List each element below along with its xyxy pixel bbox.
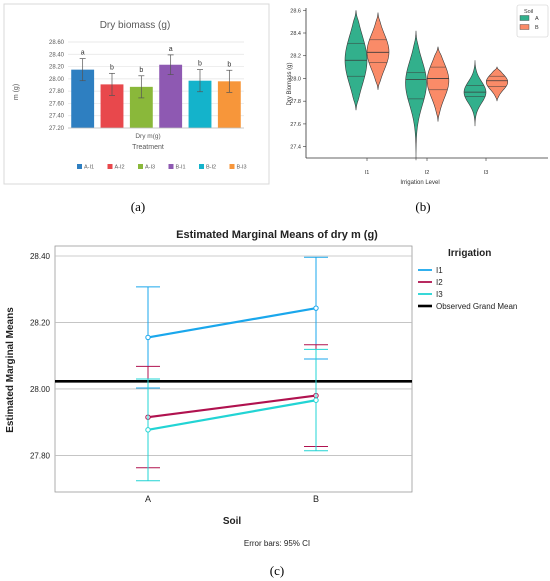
panel-a-significance-letter: b <box>198 61 202 68</box>
panel-c-ytick-label: 28.00 <box>30 385 51 394</box>
panel-b-xtick-label: I1 <box>365 170 370 176</box>
panel-a-ytick-label: 28.20 <box>49 65 65 71</box>
panel-a-legend: A-I1 A-I2 A-I3 B-I1 B-I2 B-I3 <box>77 164 247 171</box>
panel-a-legend-label: A-I1 <box>84 165 94 171</box>
panel-c-yticks: 27.80 28.00 28.20 28.40 <box>30 252 51 460</box>
panel-a-legend-swatch <box>168 164 174 169</box>
panel-b-ylabel: Dry Biomass (g) <box>287 62 293 105</box>
panel-b-ytick-label: 27.4 <box>290 145 301 151</box>
panel-c-legend: Irrigation I1 I2 I3 Observed Grand Mean <box>418 248 517 311</box>
panel-b-violin-B <box>485 66 509 102</box>
panel-a-legend-label: B-I3 <box>237 165 247 171</box>
panel-a-yticks: 27.20 27.40 27.60 27.80 28.00 28.20 28.40 28.60 <box>49 40 65 132</box>
panel-a-ytick-label: 27.60 <box>49 101 65 107</box>
panel-a-ylabel: m (g) <box>13 84 20 100</box>
panel-b-legend-swatch <box>519 15 530 21</box>
panel-c-point-I1 <box>313 305 319 311</box>
panel-b-xtick-label: I2 <box>425 170 430 176</box>
panel-c-plot-frame <box>54 245 413 493</box>
panel-c-legend-title: Irrigation <box>448 248 491 259</box>
panel-b-legend-title: Soil <box>524 9 533 15</box>
panel-c-series-line-I1 <box>147 307 317 339</box>
panel-c-series <box>55 256 412 482</box>
panel-a-significance-letter: a <box>81 50 85 57</box>
panel-c-legend-label: I2 <box>436 278 443 287</box>
panel-a-legend-swatch <box>77 164 82 169</box>
panel-a-bar <box>129 86 153 128</box>
panel-c-caption: (c) <box>270 563 284 578</box>
panel-b-legend: Soil AB <box>516 4 549 38</box>
panel-a-legend-swatch <box>107 164 113 169</box>
panel-c-point-I1 <box>145 334 151 341</box>
panel-b-ytick-label: 27.6 <box>290 122 301 128</box>
panel-a-bar <box>71 69 95 128</box>
panel-c-legend-label: Observed Grand Mean <box>436 302 517 311</box>
panel-a-title: Dry biomass (g) <box>100 20 171 31</box>
panel-b-ytick-label: 28.4 <box>290 31 301 37</box>
panel-b-ytick-label: 28.0 <box>290 76 301 82</box>
panel-a-inner-xlabel: Dry m(g) <box>135 133 160 140</box>
panel-a-legend-label: A-I2 <box>115 165 125 171</box>
panel-a-significance-letter: b <box>110 64 114 71</box>
panel-c-series-line-I2 <box>147 394 317 419</box>
panel-b-axes: 27.4 27.6 27.8 28.0 28.2 28.4 28.6 I1 I2 I3 <box>290 8 548 176</box>
panel-b-ytick-label: 27.8 <box>290 99 301 105</box>
panel-a-bar <box>188 80 212 128</box>
panel-b-violin-B <box>426 46 450 122</box>
panel-a-legend-label: B-I2 <box>206 165 216 171</box>
panel-a-legend-label: A-I3 <box>145 165 155 171</box>
panel-b-ytick-label: 28.6 <box>290 8 301 14</box>
panel-a-significance-letter: b <box>227 61 231 68</box>
panel-b-violin-A <box>405 30 427 161</box>
panel-c-ytick-label: 28.40 <box>30 252 51 261</box>
panel-a-bar-chart: Dry biomass (g) m (g) 27.2027.4027.6027.… <box>3 3 270 185</box>
panel-a-ytick-label: 27.40 <box>49 114 65 120</box>
panel-b-legend-swatch <box>519 24 530 30</box>
panel-a-ytick-label: 28.40 <box>49 52 65 58</box>
panel-a-ytick-label: 27.20 <box>49 126 65 132</box>
panel-a-caption: (a) <box>131 199 145 214</box>
panel-b-ytick-label: 28.2 <box>290 54 301 60</box>
panel-a-ytick-label: 27.80 <box>49 89 65 95</box>
panel-a-bar <box>217 81 241 128</box>
panel-a-significance-letter: a <box>169 46 173 53</box>
panel-b-violin-A <box>463 60 487 127</box>
panel-c-xtick-label: B <box>313 494 319 504</box>
panel-c-ytick-label: 27.80 <box>30 451 51 460</box>
panel-b-legend-label: A <box>535 16 539 22</box>
panel-a-legend-label: B-I1 <box>176 165 186 171</box>
panel-c-ylabel: Estimated Marginal Means <box>5 307 16 433</box>
panel-c-line-chart: Estimated Marginal Means of dry m (g) Es… <box>5 229 517 548</box>
panel-b-legend-label: B <box>535 25 539 31</box>
panel-c-xtick-label: A <box>145 494 151 504</box>
panel-c-xlabel: Soil <box>223 516 242 527</box>
panel-c-legend-label: I3 <box>436 290 443 299</box>
panel-b-xlabel: Irrigation Level <box>400 180 439 186</box>
panel-b-caption: (b) <box>415 199 430 214</box>
panel-b-violins <box>344 10 509 161</box>
panel-a-legend-swatch <box>138 164 143 169</box>
panel-c-point-I3 <box>145 427 151 433</box>
panel-c-series-line-I3 <box>147 399 317 431</box>
panel-a-bars: a b b a b b <box>68 46 244 129</box>
panel-a-bar <box>159 64 183 128</box>
panel-c-legend-label: I1 <box>436 266 443 275</box>
panel-c-grid <box>54 245 413 493</box>
panel-c-footnote: Error bars: 95% CI <box>244 539 310 548</box>
panel-a-bar <box>100 84 124 128</box>
panel-b-violin-B <box>366 12 390 90</box>
panel-c-point-I3 <box>313 397 319 403</box>
panel-a-ytick-label: 28.00 <box>49 77 65 83</box>
panel-c-title: Estimated Marginal Means of dry m (g) <box>176 229 378 241</box>
panel-a-significance-letter: b <box>139 67 143 74</box>
panel-b-violin-chart: Dry Biomass (g) 27.4 27.6 27.8 28.0 28.2 28.4… <box>287 4 549 186</box>
panel-b-xtick-label: I3 <box>484 170 489 176</box>
panel-a-xlabel: Treatment <box>132 144 164 151</box>
panel-c-ytick-label: 28.20 <box>30 318 51 327</box>
panel-a-ytick-label: 28.60 <box>49 40 65 46</box>
panel-a-legend-swatch <box>199 164 204 169</box>
panel-a-legend-swatch <box>229 164 235 169</box>
